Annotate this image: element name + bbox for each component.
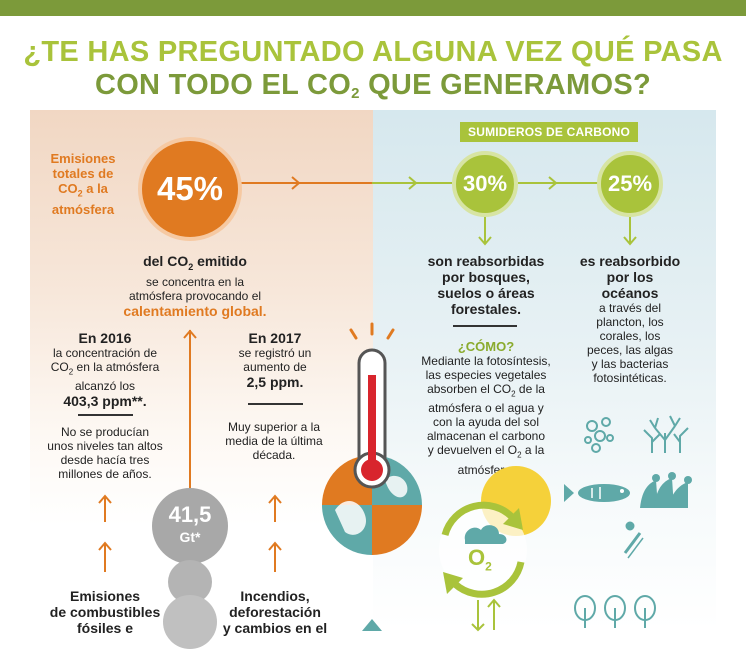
title-line-1: ¿TE HAS PREGUNTADO ALGUNA VEZ QUÉ PASA [23,36,723,68]
title-line-2: CON TODO EL CO2 QUE GENERAMOS? [94,69,652,102]
top-bar [0,0,746,16]
gigatons-bubble: 41,5 Gt* [152,488,228,564]
fact-2017-note: Muy superior a la media de la última déc… [225,420,323,462]
how-photosynthesis: ¿CÓMO? Mediante la fotosíntesis, las esp… [421,339,551,477]
smoke-circle [163,595,217,649]
divider-2016 [78,414,133,416]
forest-absorption: son reabsorbidas por bosques, suelos o á… [427,253,545,317]
divider-2017 [248,403,303,405]
fact-2016: En 2016 la concentración de CO2 en la at… [50,330,160,410]
fish-icon [564,484,630,502]
carbon-sinks-badge: SUMIDEROS DE CARBONO [460,122,639,142]
plankton-icon [584,417,614,453]
fires-deforestation: Incendios, deforestación y cambios en el [222,588,328,636]
percent-30-bubble: 30% [452,151,518,217]
mangrove-icon [574,595,656,628]
emissions-label: Emisiones totales de CO2 a la atmósfera [50,151,116,217]
atmosphere-description: del CO2 emitido se concentra en la atmós… [123,253,267,319]
tree-icon [362,619,382,631]
heat-rays-icon [349,322,395,340]
fact-2016-note: No se producían unos niveles tan altos d… [47,425,163,481]
o2-label: O2 [468,545,492,574]
thermometer-globe-illustration [322,322,422,555]
divider-forest [453,325,517,327]
connector-arrows [98,176,637,632]
ocean-organisms-illustration [564,415,692,628]
fossil-fuel-emissions: Emisiones de combustibles fósiles e [49,588,161,636]
percent-45-bubble: 45% [138,137,242,241]
o2-cycle-icon [439,501,527,598]
percent-25-bubble: 25% [597,151,663,217]
seaweed-icon [640,472,692,508]
ocean-absorption: es reabsorbido por los océanos a través … [579,253,681,385]
fact-2017: En 2017 se registró un aumento de 2,5 pp… [238,330,312,390]
bacteria-icon [623,521,644,559]
coral-icon [643,415,689,453]
